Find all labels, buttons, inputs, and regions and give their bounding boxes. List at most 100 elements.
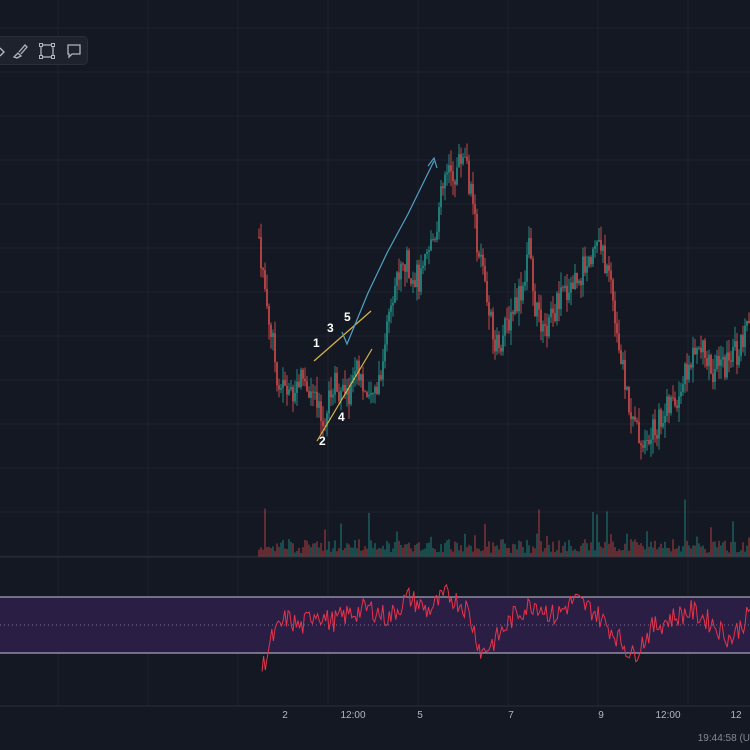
candle-body [570, 282, 572, 293]
candle-body [692, 347, 694, 368]
candle-body [420, 268, 422, 292]
volume-bar [466, 547, 468, 557]
wave-upper-trendline[interactable] [313, 310, 372, 362]
candle-body [654, 419, 656, 436]
candle-body [466, 156, 468, 161]
candle-body [422, 265, 424, 269]
candle-body [504, 318, 506, 336]
volume-bar [594, 550, 596, 557]
candle-body [434, 239, 436, 241]
candle-body [688, 364, 690, 380]
volume-bar [618, 549, 620, 557]
candle-body [268, 306, 270, 325]
chevron-icon[interactable] [0, 40, 16, 62]
candle-body [378, 375, 380, 394]
volume-bar [494, 546, 496, 557]
volume-bar [538, 509, 540, 557]
candle-body [710, 354, 712, 374]
candle-body [676, 405, 678, 408]
volume-bar [440, 544, 442, 557]
candle-body [424, 253, 426, 266]
volume-bar [496, 545, 498, 557]
candle-body [316, 391, 318, 408]
volume-bar [344, 548, 346, 557]
brush-icon[interactable] [9, 40, 31, 62]
volume-bar [376, 549, 378, 557]
volume-bar [546, 536, 548, 557]
volume-bar [572, 550, 574, 557]
candle-body [314, 391, 316, 393]
volume-bar [696, 536, 698, 557]
volume-bar [304, 539, 306, 557]
candle-body [468, 160, 470, 194]
candle-body [660, 409, 662, 427]
volume-bar [694, 545, 696, 557]
candle-body [524, 281, 526, 286]
volume-bar [692, 545, 694, 557]
candle-body [680, 391, 682, 397]
candle-body [734, 341, 736, 348]
volume-bar [582, 543, 584, 557]
volume-bar [534, 548, 536, 557]
wave-label-2: 2 [319, 434, 326, 448]
candle-body [436, 231, 438, 240]
volume-bar [424, 548, 426, 557]
candle-body [666, 396, 668, 417]
volume-bar [342, 550, 344, 557]
volume-bar [558, 540, 560, 557]
volume-bar [674, 549, 676, 557]
rsi-pane [0, 583, 750, 672]
volume-bar [706, 552, 708, 557]
volume-bar [280, 542, 282, 557]
candle-body [336, 372, 338, 392]
volume-bar [630, 539, 632, 557]
candle-body [566, 285, 568, 301]
candle-body [484, 265, 486, 281]
volume-bar [266, 547, 268, 557]
candle-body [494, 339, 496, 352]
candle-body [728, 352, 730, 361]
volume-bar [658, 547, 660, 557]
volume-bar [680, 551, 682, 557]
candle-body [590, 256, 592, 265]
volume-bar [640, 543, 642, 557]
volume-bar [590, 542, 592, 557]
volume-bar [512, 543, 514, 557]
candle-body [670, 397, 672, 414]
candle-body [662, 422, 664, 427]
candle-body [454, 181, 456, 185]
volume-bar [404, 544, 406, 557]
volume-bar [308, 544, 310, 557]
candle-body [310, 391, 312, 398]
volume-bar [462, 551, 464, 557]
wave-lower-trendline[interactable] [316, 348, 373, 442]
volume-bar [378, 548, 380, 557]
projection-line[interactable] [341, 160, 435, 346]
volume-bar [664, 541, 666, 557]
volume-bar [324, 529, 326, 557]
volume-bar [412, 551, 414, 557]
candle-body [596, 241, 598, 246]
volume-bar [682, 546, 684, 557]
candle-body [612, 279, 614, 301]
volume-bar [406, 544, 408, 557]
comment-icon[interactable] [63, 40, 85, 62]
volume-bar [354, 540, 356, 557]
time-axis[interactable]: 2 12:00 5 7 9 12:00 12 [282, 710, 742, 721]
wave-label-4: 4 [338, 410, 345, 424]
candle-body [364, 391, 366, 393]
volume-bar [714, 541, 716, 557]
volume-bar [672, 539, 674, 557]
rectangle-icon[interactable] [36, 40, 58, 62]
candle-body [414, 280, 416, 288]
candle-body [526, 254, 528, 282]
candle-body [656, 435, 658, 439]
candle-body [708, 354, 710, 367]
volume-bar [484, 523, 486, 557]
candle-body [318, 401, 320, 408]
candle-body [338, 391, 340, 401]
candle-body [390, 305, 392, 312]
volume-bar [528, 545, 530, 557]
time-readout: 19:44:58 (U [697, 733, 750, 744]
